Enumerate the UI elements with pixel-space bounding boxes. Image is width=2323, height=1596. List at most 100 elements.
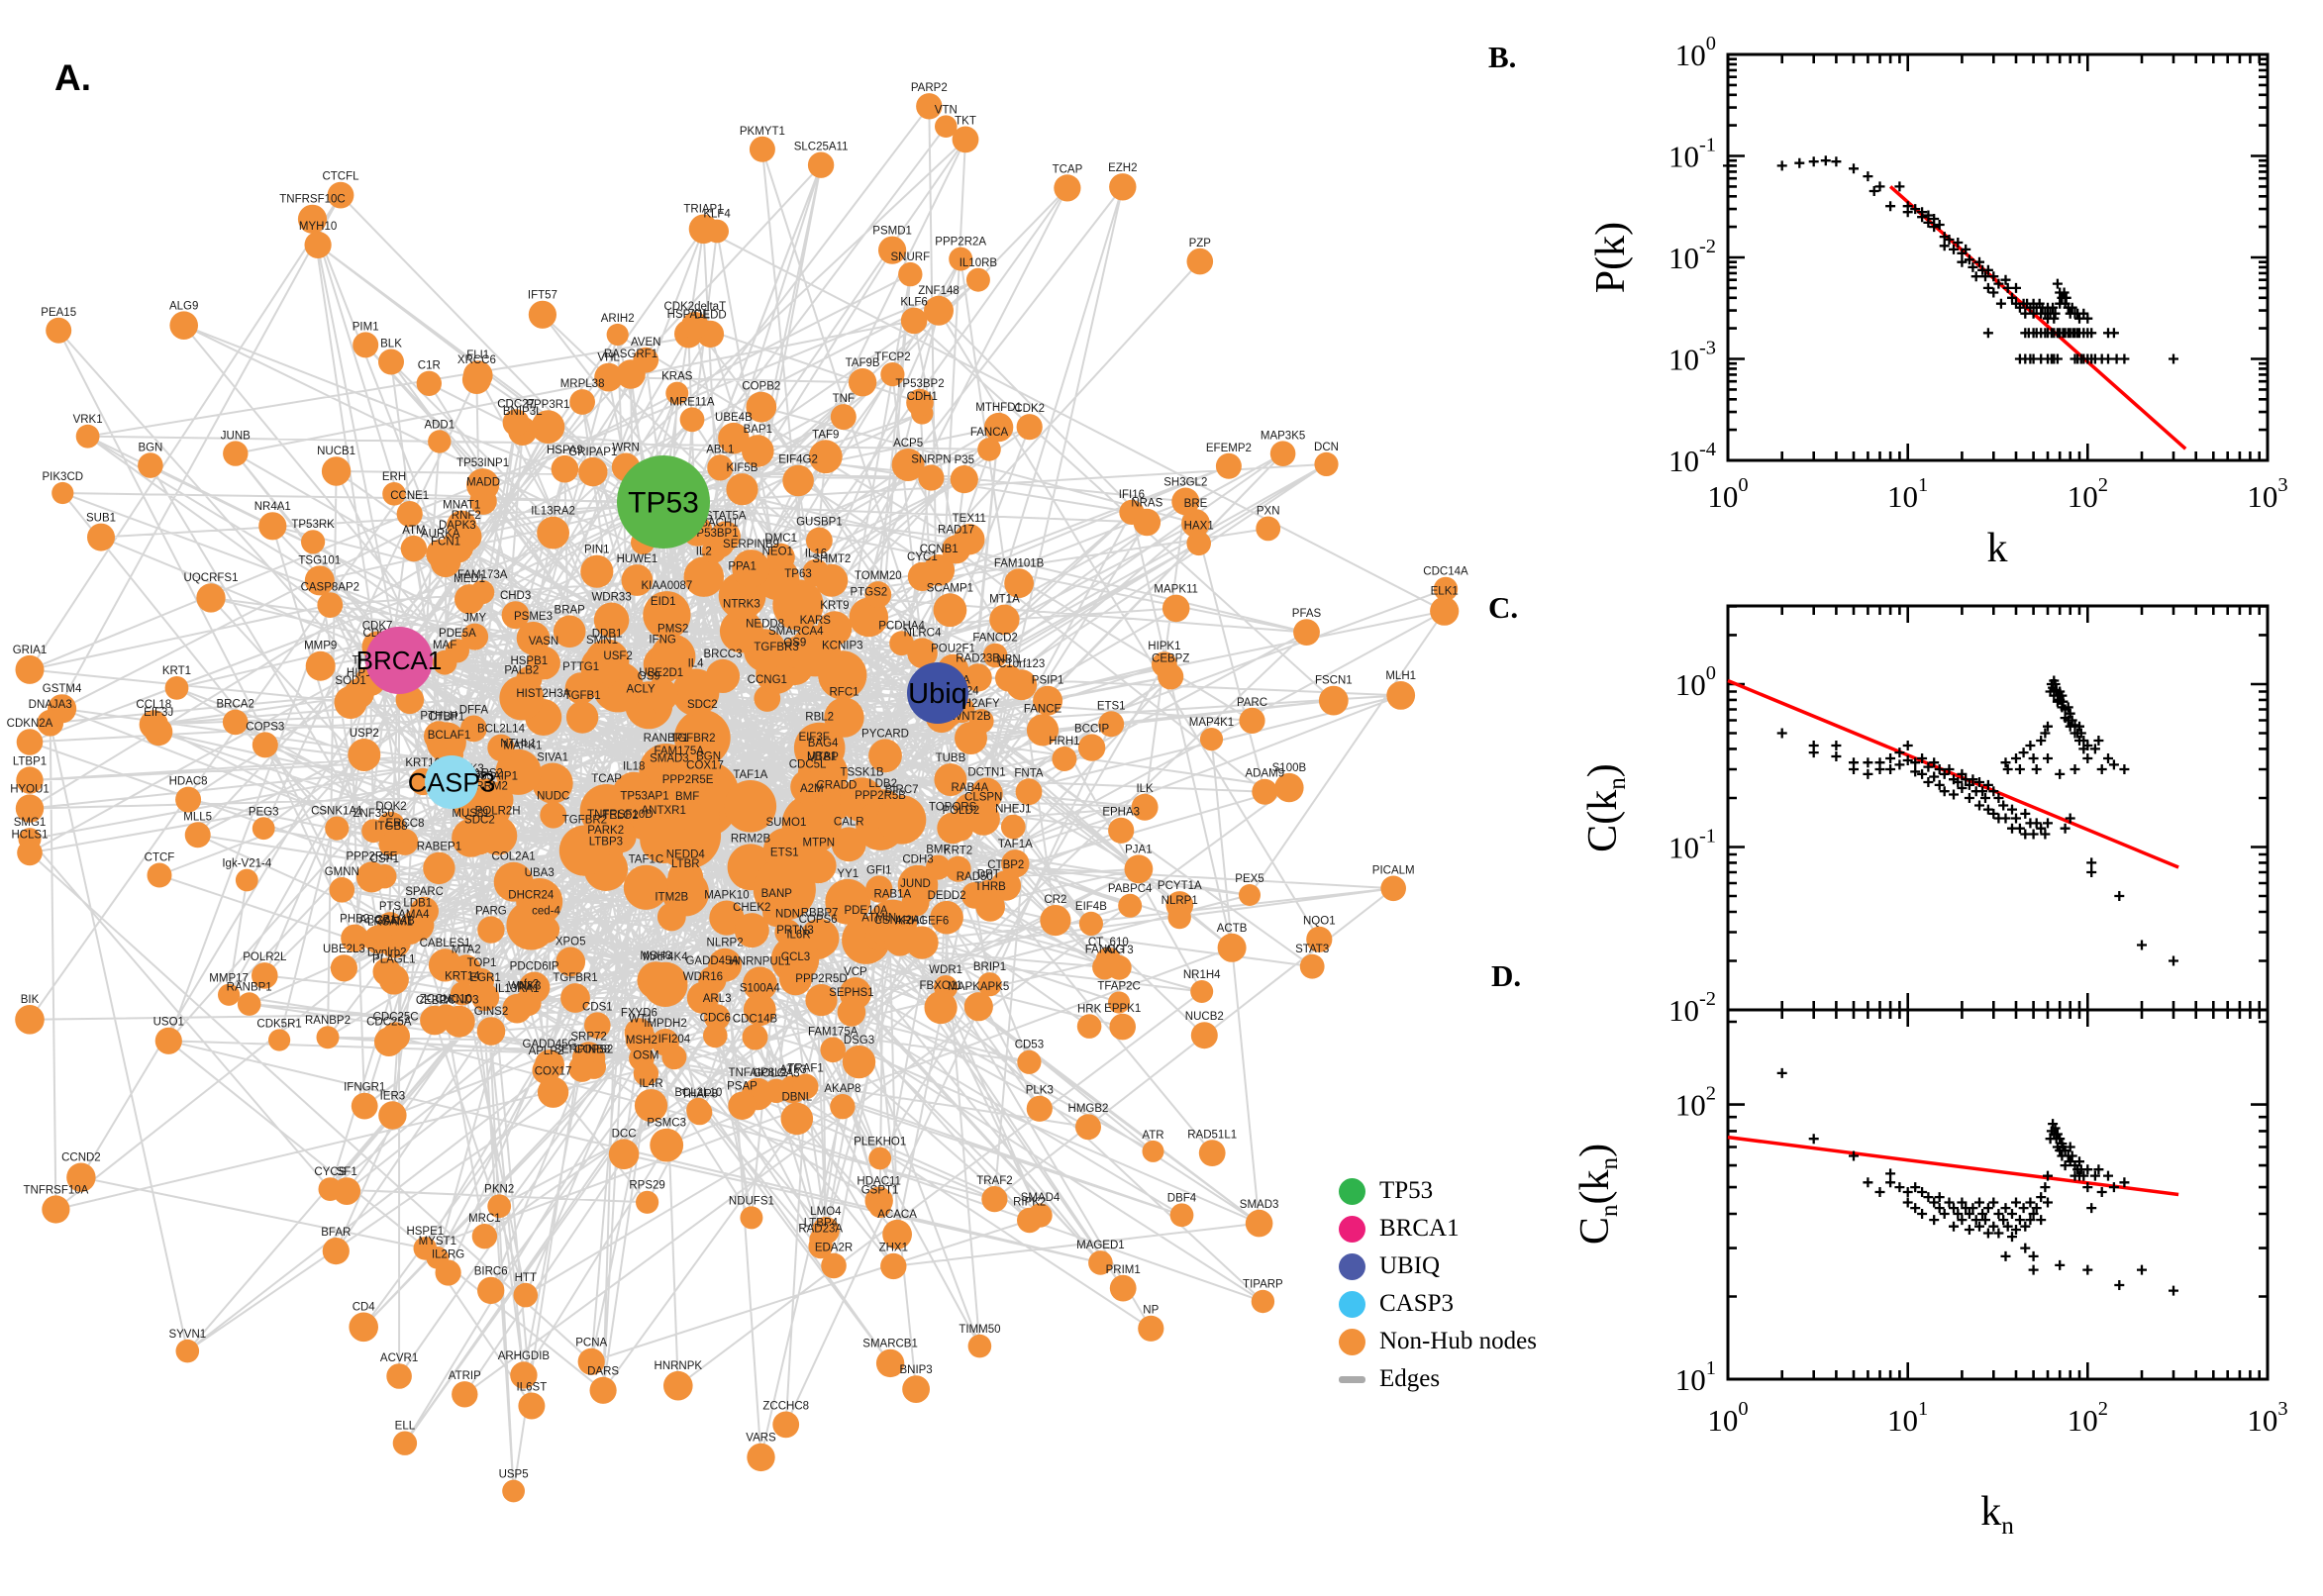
network-node-label: PMS2 — [657, 624, 688, 636]
network-node-label: PCNA — [575, 1338, 607, 1349]
network-node-label: BRAP — [555, 605, 586, 617]
network-node-label: DHCR24 — [508, 890, 555, 902]
network-node-label: MAGED1 — [1076, 1240, 1125, 1251]
network-node-label: TP53INP1 — [456, 457, 509, 469]
network-node — [477, 1276, 505, 1305]
network-node — [606, 323, 629, 347]
network-node-label: PDE10A — [844, 905, 887, 917]
network-node-label: RAD50 — [957, 871, 993, 883]
network-node-label: USP5 — [499, 1469, 529, 1481]
network-node — [349, 1312, 379, 1343]
network-node-label: CDC14B — [733, 1013, 778, 1025]
network-node-label: KIF5B — [727, 462, 758, 474]
network-node-label: NEO1 — [762, 547, 793, 558]
network-node-label: LTBR — [671, 858, 700, 870]
network-node-label: IL4 — [688, 658, 705, 670]
plot-points-D — [1776, 1067, 2178, 1296]
network-node — [970, 777, 1003, 811]
network-node-label: RAD23A — [798, 1224, 843, 1236]
network-node-label: SIVA1 — [537, 751, 568, 763]
network-node — [318, 1177, 343, 1201]
network-node-label: NDUFS1 — [729, 1195, 774, 1207]
network-node-label: HIPK1 — [1148, 641, 1180, 652]
network-node-label: SDC2 — [464, 814, 495, 826]
network-node — [502, 1479, 525, 1503]
network-node — [317, 592, 344, 618]
network-node-label: CDK2 — [1014, 403, 1045, 415]
network-node-label: SH3GL2 — [1163, 477, 1207, 489]
network-node-label: GADD45G — [523, 1039, 577, 1050]
network-node — [865, 875, 893, 903]
network-node — [420, 1005, 450, 1036]
network-node — [252, 817, 275, 841]
network-node — [396, 500, 423, 528]
network-node — [169, 311, 198, 341]
network-node — [1109, 173, 1137, 201]
fit-line-D — [1727, 1135, 2179, 1197]
network-node-label: HCLS1 — [11, 830, 48, 842]
network-node-label: BIRC7 — [885, 784, 919, 796]
network-node-label: PRTN3 — [776, 925, 814, 937]
network-node-label: PXN — [1257, 506, 1280, 518]
network-node — [237, 992, 261, 1016]
network-node-label: AKT3 — [1105, 945, 1134, 956]
network-node — [334, 685, 367, 720]
network-node-label: GADD45A — [685, 955, 739, 967]
network-node-label: MMP9 — [304, 641, 337, 652]
network-node-label: CALR — [834, 816, 864, 828]
network-node — [878, 236, 907, 264]
network-node-label: IL2RG — [432, 1248, 464, 1260]
network-panel: TGFBR2FAM175ABGNSMAD3COX17RANBP1PPP2R5ES… — [7, 82, 1468, 1503]
network-node — [251, 962, 278, 989]
network-node-label: NTRK3 — [723, 599, 760, 611]
network-node — [1252, 778, 1278, 805]
network-node-label: PPA1 — [728, 561, 757, 573]
fit-line-B — [1888, 185, 2187, 450]
network-node — [820, 1037, 846, 1063]
network-node-label: PSMC3 — [647, 1118, 686, 1130]
x-tick-label-B: 102 — [2068, 474, 2108, 514]
network-node — [1028, 1203, 1053, 1228]
network-node-label: LTBP3 — [589, 837, 623, 848]
network-node — [1026, 1095, 1053, 1122]
network-node — [558, 825, 611, 876]
network-node — [905, 926, 939, 959]
network-node — [569, 389, 595, 415]
network-node — [1004, 568, 1034, 598]
legend-item-brca1: BRCA1 — [1339, 1210, 1537, 1247]
network-node-label: HDAC8 — [169, 776, 208, 788]
legend-item-casp3: CASP3 — [1339, 1285, 1537, 1323]
plot-ticks-B — [1726, 52, 2270, 462]
network-node-label: HMGB2 — [1068, 1103, 1109, 1115]
network-node — [537, 516, 569, 549]
network-node — [1199, 728, 1224, 751]
x-tick-label-B: 103 — [2247, 474, 2287, 514]
network-node — [633, 1060, 659, 1087]
network-node-label: THAP8 — [681, 1089, 718, 1101]
network-node-label: PDE5A — [439, 628, 476, 640]
network-node — [981, 1186, 1008, 1213]
network-node-label: RAB4A — [952, 782, 989, 794]
network-node-label: RAD17 — [938, 524, 974, 536]
network-node — [643, 591, 691, 640]
network-node-label: UBA1 — [807, 750, 837, 762]
network-node — [325, 816, 350, 841]
legend-circle-marker-ubiq — [1339, 1252, 1365, 1280]
network-node-label: AURKA — [421, 529, 460, 541]
network-node — [556, 947, 586, 977]
network-node — [1430, 596, 1460, 626]
network-node-label: MAP4K4 — [643, 951, 688, 963]
network-node — [531, 410, 565, 444]
network-node-label: MAP3K5 — [1261, 431, 1305, 443]
network-node — [1181, 509, 1210, 538]
network-node — [989, 604, 1020, 635]
network-node-label: EID1 — [651, 596, 676, 608]
network-node-label: DPT — [977, 869, 1000, 881]
network-node — [400, 535, 428, 562]
network-node — [138, 452, 163, 478]
network-node-label: BAP1 — [744, 424, 772, 436]
network-node — [983, 412, 1014, 443]
network-node-label: VTN — [935, 104, 958, 116]
network-node — [46, 317, 72, 344]
network-node-label: DBNL — [781, 1092, 812, 1104]
